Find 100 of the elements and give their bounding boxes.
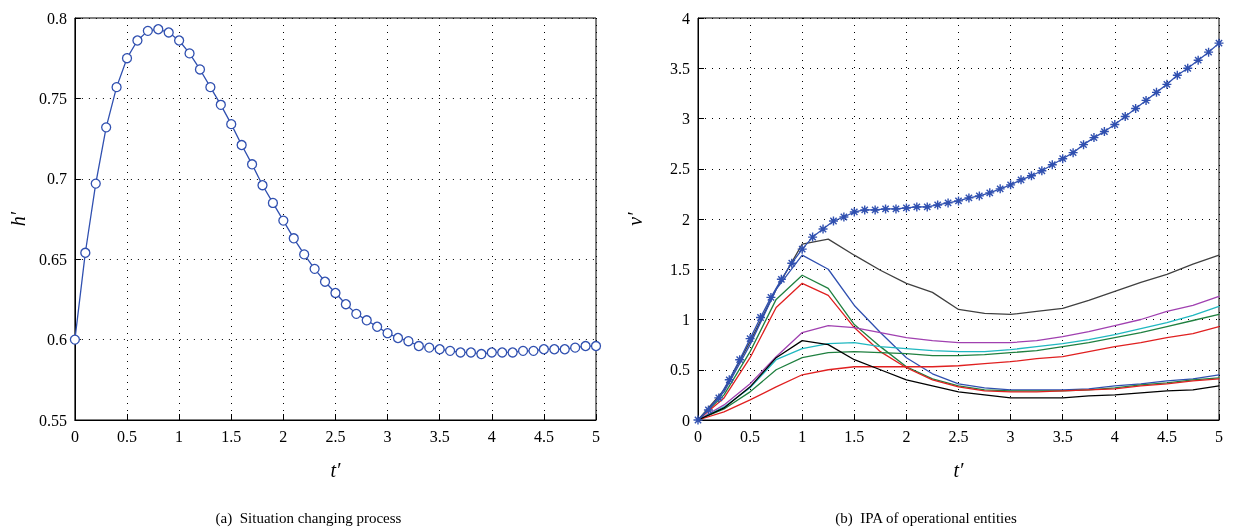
point [1026,170,1037,181]
point [1109,119,1120,130]
point [455,347,466,358]
x-tick-label: 3.5 [429,427,450,445]
point [528,345,539,356]
point [517,345,529,356]
x-tick-label: 5 [592,427,600,445]
y-tick-label: 0.8 [46,9,67,27]
y-tick-label: 1.5 [670,260,690,278]
y-tick-label: 0.55 [38,411,67,429]
point [1120,111,1131,122]
y-tick-label: 3.5 [670,59,690,77]
point [869,204,881,216]
point [1036,165,1048,176]
x-axis-title: t′ [953,459,965,481]
point [765,292,777,303]
x-tick-label: 2.5 [948,427,969,445]
point [153,24,164,35]
point [413,340,424,352]
y-tick-label: 2 [682,210,690,228]
x-tick-label: 4.5 [1156,427,1177,445]
point [288,233,299,244]
point [194,64,206,75]
point [1213,37,1225,49]
point [1099,126,1110,137]
point [549,344,560,355]
point [974,190,985,202]
x-tick-label: 4 [487,427,496,445]
point [963,192,975,204]
point [942,197,954,209]
point [538,344,550,355]
point [734,354,745,365]
point [776,274,787,285]
point [465,347,477,358]
point [163,27,174,38]
point [257,180,268,191]
point [1088,132,1100,143]
point [1192,55,1204,66]
point [1130,103,1141,114]
point [184,48,195,59]
point [101,122,112,133]
point [713,392,725,404]
point [1182,63,1193,74]
point [1151,87,1162,98]
point [226,118,237,130]
y-tick-label: 1 [682,311,690,328]
x-tick-label: 2 [279,427,288,445]
point [497,347,508,358]
point [570,342,581,353]
point [1161,79,1173,90]
x-tick-label: 4 [1110,427,1119,445]
point [80,247,91,258]
point [1078,139,1089,150]
point [1067,147,1079,158]
point [880,203,891,215]
point [1140,95,1152,106]
point [173,35,185,46]
point [744,333,756,344]
point [797,243,808,255]
point [90,178,101,189]
y-axis-title: h′ [7,211,29,227]
point [319,276,331,287]
point [382,328,393,339]
x-tick-label: 2 [902,427,911,445]
x-axis-title: t′ [330,459,342,481]
x-tick-label: 0.5 [740,427,761,445]
x-tick-label: 1 [175,427,184,445]
point [69,334,81,345]
point [205,82,216,93]
text: (a) Situation changing process [215,509,402,527]
x-tick-label: 5 [1215,427,1223,445]
point [559,344,570,355]
point [1172,70,1183,81]
point [859,204,870,216]
point [807,231,818,243]
point [507,347,518,358]
point [299,249,310,260]
point [330,287,341,299]
point [142,25,153,37]
point [953,195,964,207]
point [278,215,289,226]
point [703,404,714,416]
point [444,345,456,356]
point [236,139,247,151]
x-tick-label: 0 [70,427,79,445]
x-tick-label: 1.5 [221,427,242,445]
point [580,340,591,352]
point [901,202,912,214]
point [1005,179,1016,191]
y-tick-label: 0 [682,411,690,429]
point [434,344,445,355]
point [361,315,372,326]
point [817,223,829,235]
point [486,347,497,358]
point [932,199,943,211]
x-tick-label: 3.5 [1052,427,1073,445]
point [267,197,279,209]
y-tick-label: 0.5 [670,361,690,379]
point [692,414,704,426]
y-tick-label: 3 [682,110,690,127]
